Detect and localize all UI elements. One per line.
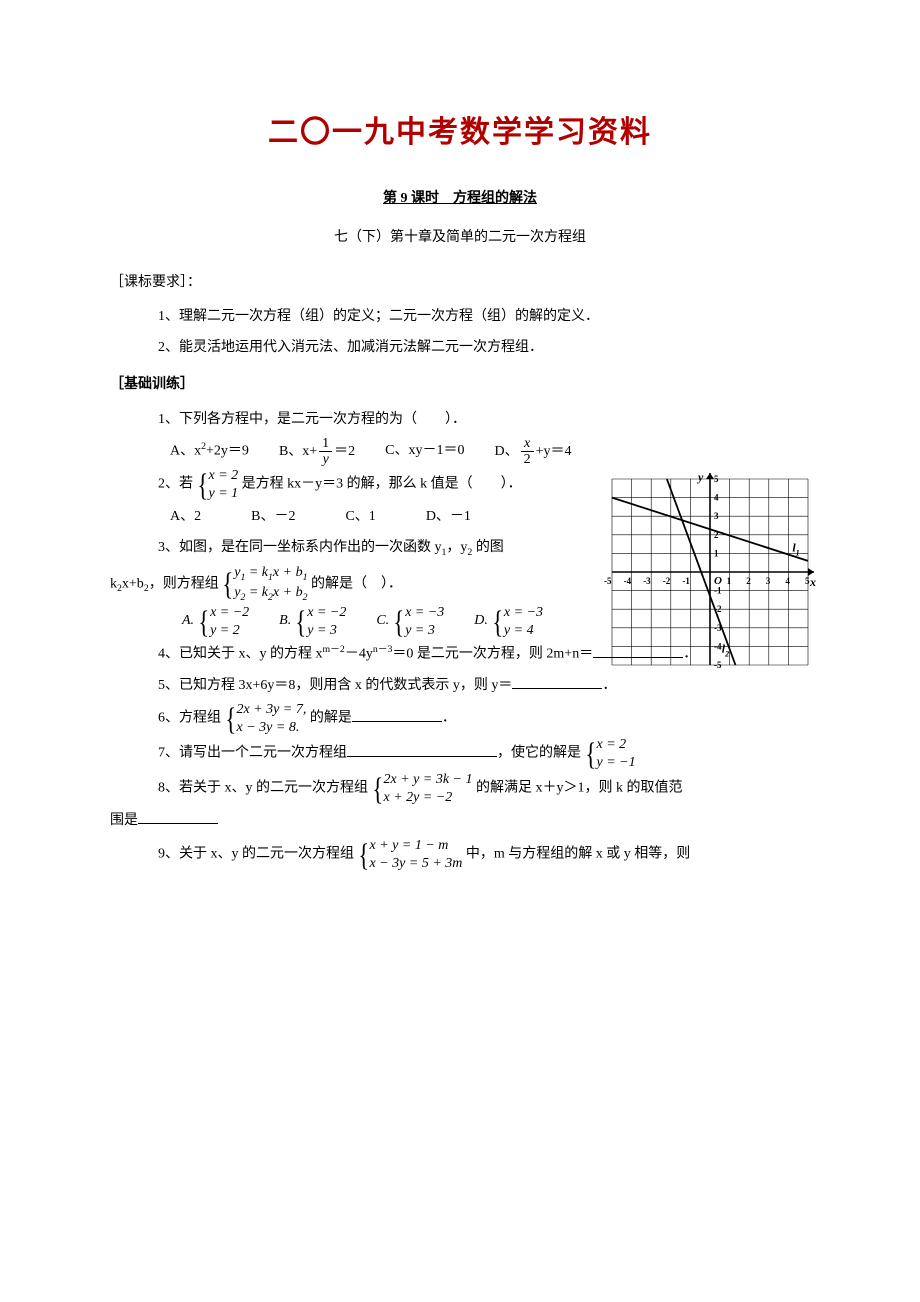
main-title: 二〇一九中考数学学习资料 [110,100,810,166]
svg-text:-3: -3 [643,576,651,586]
svg-text:3: 3 [766,576,771,586]
lesson-subtitle: 七（下）第十章及简单的二元一次方程组 [110,223,810,254]
svg-text:l1: l1 [792,541,799,558]
q6: 6、方程组 2x + 3y = 7,x − 3y = 8. 的解是． [110,701,810,736]
q1-opt-a: A、x2+2y＝9 [170,436,249,467]
svg-text:O: O [714,575,722,587]
standard-1: 1、理解二元一次方程（组）的定义；二元一次方程（组）的解的定义． [110,302,810,333]
q2-opt-d: D、－1 [426,502,471,533]
q9: 9、关于 x、y 的二元一次方程组 x + y = 1 − mx − 3y = … [110,837,810,872]
svg-text:x: x [809,575,816,589]
q2-q3-block: -5-4-3-2-11234512345-1-2-3-4-5Oxyl1l2 2、… [110,467,810,639]
q1-opt-d: D、x2+y＝4 [495,436,572,468]
training-heading: ［基础训练］ [110,370,810,401]
q2-opt-c: C、1 [345,502,375,533]
coordinate-graph: -5-4-3-2-11234512345-1-2-3-4-5Oxyl1l2 [600,467,820,690]
q1-options: A、x2+2y＝9 B、x+1y＝2 C、xy－1＝0 D、x2+y＝4 [110,436,810,468]
svg-text:-1: -1 [714,586,722,596]
lesson-title: 第 9 课时 方程组的解法 [110,184,810,215]
q3-opt-b: B.x = −2y = 3 [279,604,346,639]
svg-text:5: 5 [714,474,719,484]
q3-opt-a: A.x = −2y = 2 [182,604,249,639]
q2-opt-b: B、－2 [251,502,295,533]
q3-opt-c: C.x = −3y = 3 [376,604,444,639]
standard-2: 2、能灵活地运用代入消元法、加减消元法解二元一次方程组． [110,333,810,364]
q1-stem: 1、下列各方程中，是二元一次方程的为（ ）． [110,405,810,436]
svg-text:4: 4 [785,576,790,586]
q1-opt-c: C、xy－1＝0 [385,436,464,467]
svg-text:-4: -4 [624,576,632,586]
svg-text:-2: -2 [663,576,671,586]
svg-text:2: 2 [746,576,751,586]
q1-opt-b: B、x+1y＝2 [279,436,355,468]
svg-text:-5: -5 [714,660,722,670]
q2-opt-a: A、2 [170,502,201,533]
svg-text:3: 3 [714,512,719,522]
q8-line1: 8、若关于 x、y 的二元一次方程组 2x + y = 3k − 1x + 2y… [110,771,810,806]
svg-text:y: y [696,470,704,484]
svg-text:-5: -5 [604,576,612,586]
standards-heading: ［课标要求］： [110,268,810,299]
q7: 7、请写出一个二元一次方程组，使它的解是 x = 2y = −1 [110,736,810,771]
page: 二〇一九中考数学学习资料 第 9 课时 方程组的解法 七（下）第十章及简单的二元… [0,0,920,932]
q8-line2: 围是 [110,806,810,837]
q3-opt-d: D.x = −3y = 4 [474,604,543,639]
svg-text:1: 1 [727,576,732,586]
svg-text:1: 1 [714,549,719,559]
svg-text:4: 4 [714,493,719,503]
svg-text:-1: -1 [682,576,690,586]
